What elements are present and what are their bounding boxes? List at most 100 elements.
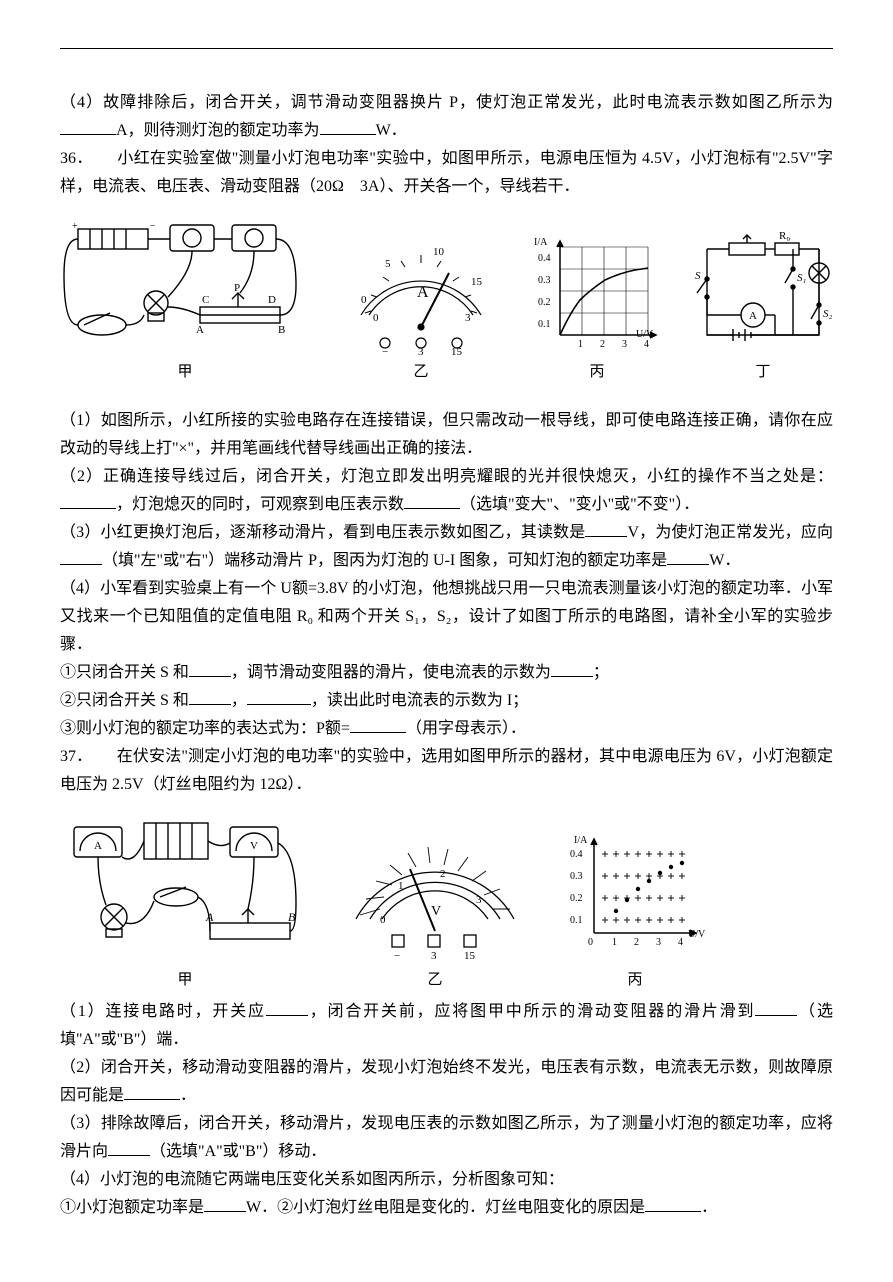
q36-fig-ding: R₀ S S₁ S₂ A 丁 [693,225,833,385]
text: （2）正确连接导线过后，闭合开关，灯泡立即发出明亮耀眼的光并很快熄灭，小红的操作… [60,468,833,485]
q36-p3: （3）小红更换灯泡后，逐渐移动滑片，看到电压表示数如图乙，其读数是V，为使灯泡正… [60,519,833,575]
svg-text:S₁: S₁ [797,272,807,284]
blank [585,520,627,537]
svg-text:R₀: R₀ [779,230,790,242]
svg-text:2: 2 [440,868,446,880]
q35-4-text-a: （4）故障排除后，闭合开关，调节滑动变阻器换片 P，使灯泡正常发光，此时电流表示… [60,94,833,111]
q36-intro: 36． 小红在实验室做"测量小灯泡电功率"实验中，如图甲所示，电源电压恒为 4.… [60,145,833,201]
q37-p2: （2）闭合开关，移动滑动变阻器的滑片，发现小灯泡始终不发光，电压表有示数，电流表… [60,1054,833,1110]
q37-fig-bing: I/A 0.4 0.3 0.2 0.1 0 1 2 3 4 U/V 丙 [560,833,710,993]
svg-text:3: 3 [476,894,482,906]
text: ①小灯泡额定功率是 [60,1199,204,1216]
text: ． [180,1087,196,1104]
q36-label-bing: 丙 [589,359,604,385]
svg-text:3: 3 [418,346,424,355]
svg-text:P: P [234,282,240,294]
q37-fig-yi: 0 1 2 3 V − 3 15 乙 [340,823,530,993]
q36-fig-jia: + − [60,215,310,385]
q35-4-unit-w: W． [376,122,407,139]
q37-figure-row: V A A B [60,813,833,993]
text: ①只闭合开关 S 和 [60,664,189,681]
text: ； [593,664,609,681]
svg-text:10: 10 [433,246,445,258]
text: （1）如图所示，小红所接的实验电路存在连接错误，但只需改动一根导线，即可使电路连… [60,412,833,457]
blank [189,660,231,677]
q35-part4: （4）故障排除后，闭合开关，调节滑动变阻器换片 P，使灯泡正常发光，此时电流表示… [60,89,833,145]
text: （选填"A"或"B"）移动． [150,1143,326,1160]
q35-4-unit-a: A，则待测灯泡的额定功率为 [116,122,320,139]
q37-intro-text: 在伏安法"测定小灯泡的电功率"的实验中，选用如图甲所示的器材，其中电源电压为 6… [60,748,833,793]
circuit-diagram-icon: R₀ S S₁ S₂ A [693,225,833,355]
svg-text:0.4: 0.4 [538,253,551,264]
q36-step2: ②只闭合开关 S 和，，读出此时电流表的示数为 I； [60,687,833,715]
svg-text:+: + [72,221,78,232]
text: W．②小灯泡灯丝电阻是变化的．灯丝电阻变化的原因是 [246,1199,645,1216]
svg-text:U/V: U/V [636,329,654,340]
q36-label-yi: 乙 [413,359,428,385]
svg-text:0.2: 0.2 [538,297,551,308]
blank [755,999,797,1016]
q37-p3: （3）排除故障后，闭合开关，移动滑片，发现电压表的示数如图乙所示，为了测量小灯泡… [60,1110,833,1166]
text: ，闭合开关前，应将图甲中所示的滑动变阻器的滑片滑到 [308,1003,755,1020]
svg-text:1: 1 [398,880,404,892]
svg-text:U/V: U/V [688,929,706,940]
svg-text:S: S [695,270,701,282]
q37-num: 37． [60,748,84,765]
blank [320,118,376,135]
blank [645,1195,701,1212]
text: （选填"变大"、"变小"或"不变"）． [460,496,699,513]
svg-text:A: A [94,840,102,852]
q36-step1: ①只闭合开关 S 和 ，调节滑动变阻器的滑片，使电流表的示数为 ； [60,659,833,687]
text: （用字母表示）． [406,720,526,737]
svg-text:2: 2 [600,339,605,350]
svg-text:4: 4 [644,339,649,350]
svg-text:V: V [431,904,441,919]
svg-text:S₂: S₂ [823,308,833,320]
svg-text:C: C [202,294,209,306]
q36-p4: （4）小军看到实验桌上有一个 U额=3.8V 的小灯泡，他想挑战只用一只电流表测… [60,575,833,659]
q37-p1: （1）连接电路时，开关应，闭合开关前，应将图甲中所示的滑动变阻器的滑片滑到（选填… [60,998,833,1054]
circuit-sketch-icon: V A A B [60,813,310,963]
q37-fig-jia: V A A B [60,813,310,993]
svg-text:15: 15 [451,346,463,355]
text: V，为使灯泡正常发光，应向 [627,524,833,541]
voltmeter-dial-icon: 0 1 2 3 V − 3 15 [340,823,530,963]
svg-text:−: − [150,221,156,232]
svg-text:0: 0 [380,914,386,926]
iu-chart-icon: I/A 0.4 0.3 0.2 0.1 1 2 3 4 U/V [532,235,662,355]
svg-text:0: 0 [361,294,367,306]
text: （4）小军看到实验桌上有一个 U额=3.8V 的小灯泡，他想挑战只用一只电流表测… [60,580,833,653]
q36-label-ding: 丁 [755,359,770,385]
q37-p4-sub: ①小灯泡额定功率是 W．②小灯泡灯丝电阻是变化的．灯丝电阻变化的原因是 ． [60,1194,833,1222]
blank [350,716,406,733]
svg-text:B: B [278,324,285,336]
text: （1）连接电路时，开关应 [60,1003,266,1020]
svg-text:I/A: I/A [574,835,588,846]
svg-text:0: 0 [373,312,379,324]
svg-text:1: 1 [612,937,617,948]
q36-p1: （1）如图所示，小红所接的实验电路存在连接错误，但只需改动一根导线，即可使电路连… [60,407,833,463]
text: ③则小灯泡的额定功率的表达式为：P额= [60,720,350,737]
svg-text:−: − [382,346,388,355]
blank [108,1139,150,1156]
iu-scatter-icon: I/A 0.4 0.3 0.2 0.1 0 1 2 3 4 U/V [560,833,710,963]
q36-num: 36． [60,150,85,167]
svg-text:0.1: 0.1 [570,915,583,926]
blank [204,1195,246,1212]
text: ，调节滑动变阻器的滑片，使电流表的示数为 [231,664,551,681]
svg-text:D: D [268,294,276,306]
circuit-sketch-icon: + − [60,215,310,355]
svg-text:A: A [196,324,204,336]
svg-text:15: 15 [464,950,476,962]
q37-label-yi: 乙 [427,967,442,993]
q36-step3: ③则小灯泡的额定功率的表达式为：P额= （用字母表示）． [60,715,833,743]
svg-text:0.2: 0.2 [570,893,583,904]
text: ， [231,692,247,709]
text: ． [701,1199,717,1216]
q37-p4: （4）小灯泡的电流随它两端电压变化关系如图丙所示，分析图象可知： [60,1166,833,1194]
q36-figure-row: + − [60,215,833,385]
blank [60,118,116,135]
text: ，读出此时电流表的示数为 I； [311,692,528,709]
q36-label-jia: 甲 [177,359,192,385]
q37-label-jia: 甲 [177,967,192,993]
